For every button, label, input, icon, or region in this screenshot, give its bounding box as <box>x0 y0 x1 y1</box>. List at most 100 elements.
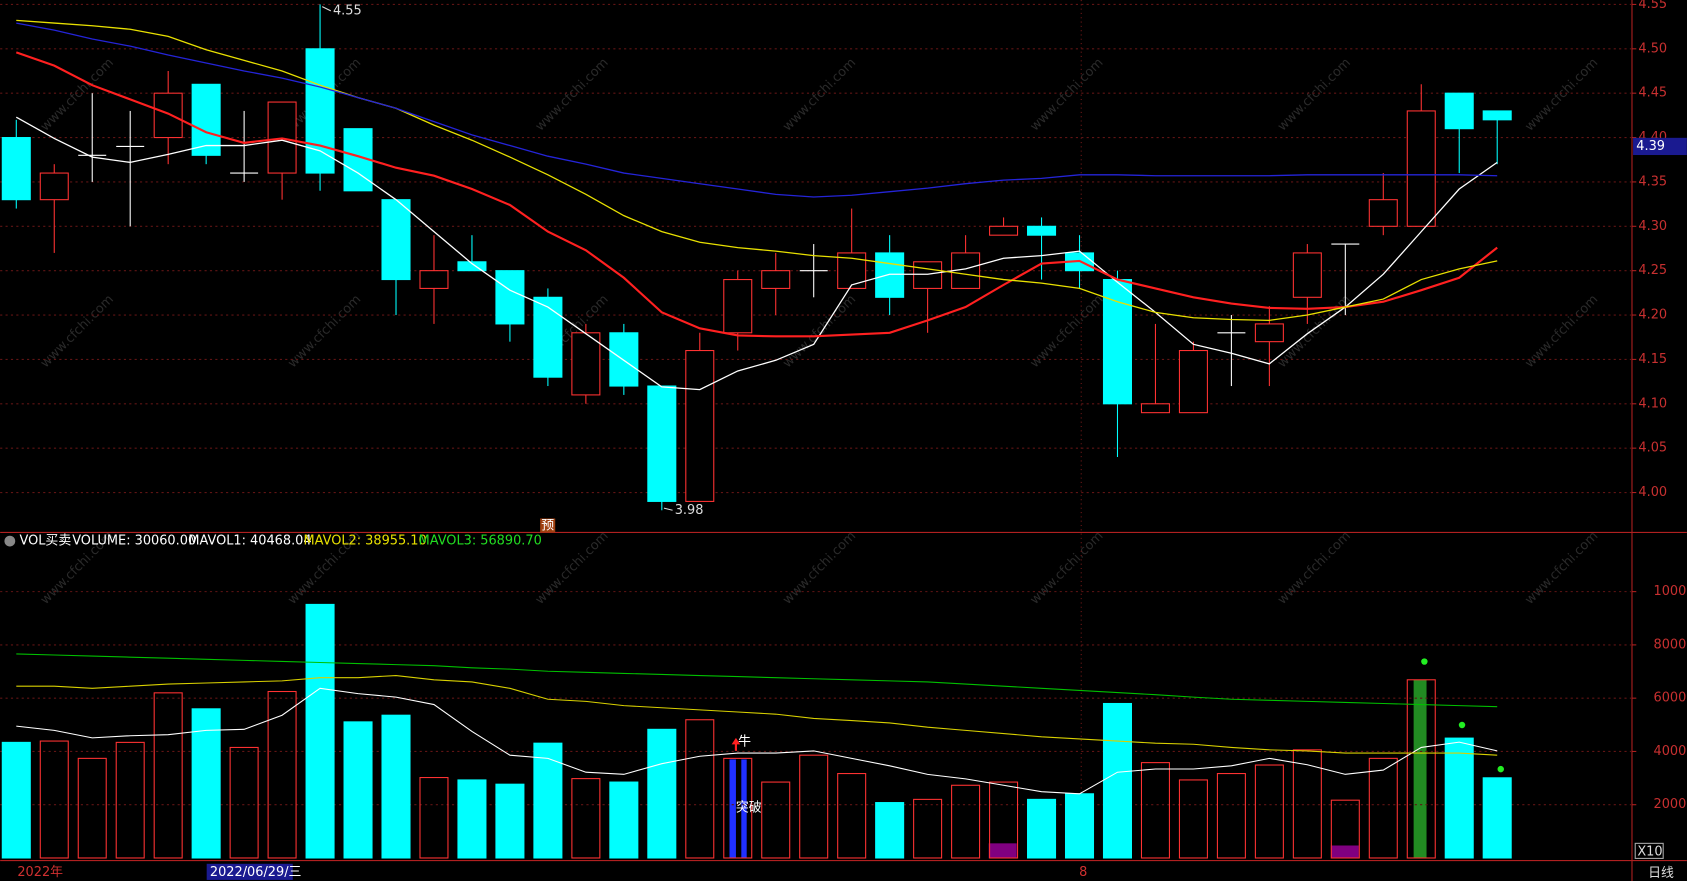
multiplier: X10 <box>1637 844 1662 859</box>
volume-bar <box>1064 793 1095 859</box>
volume-bar <box>723 757 753 859</box>
candle-body <box>533 296 563 378</box>
candle-body <box>457 261 487 272</box>
y-tick-label: 4.50 <box>1638 41 1667 56</box>
y-tick-label: 10000 <box>1654 584 1687 599</box>
candle-body <box>989 225 1019 236</box>
bar-overlay <box>741 759 747 859</box>
bar-overlay <box>1330 845 1359 859</box>
candle-body <box>1102 279 1133 405</box>
volume-bar <box>419 777 449 859</box>
candle-body <box>647 385 677 502</box>
legend-mavol2: MAVOL2: 38955.10 <box>303 534 426 549</box>
candle-body <box>381 199 411 281</box>
last-price: 4.39 <box>1636 139 1665 154</box>
volume-bar <box>989 781 1019 859</box>
bull-tag: 牛 <box>738 735 751 750</box>
volume-bar <box>571 778 601 859</box>
volume-bar <box>1254 764 1284 859</box>
x-label: 2022/06/29/三 <box>210 865 302 880</box>
candle-body <box>951 252 981 289</box>
legend-mavol1: MAVOL1: 40468.04 <box>188 534 311 549</box>
multiplier-box <box>1634 842 1664 859</box>
candle-body <box>191 83 221 156</box>
volume-bar <box>381 714 411 859</box>
y-tick-label: 4.35 <box>1638 174 1667 189</box>
volume-bar <box>1140 762 1170 859</box>
candle-body <box>305 48 335 174</box>
volume-bar <box>39 740 69 859</box>
last-price-box <box>1633 137 1687 156</box>
legend-mavol3: MAVOL3: 56890.70 <box>419 534 542 549</box>
volume-bar <box>647 728 677 859</box>
candle-body <box>419 270 449 289</box>
volume-bar <box>951 784 981 859</box>
bar-overlay <box>729 759 736 859</box>
candle-body <box>761 270 791 289</box>
candle-body <box>723 279 753 334</box>
candle-body <box>1178 350 1208 414</box>
volume-bar <box>1102 702 1133 859</box>
ma-line <box>16 653 1498 708</box>
signal-dot <box>1497 765 1504 773</box>
volume-bar <box>1368 757 1398 859</box>
y-tick-label: 4.10 <box>1638 396 1667 411</box>
forecast-tag: 预 <box>541 519 554 534</box>
volume-bar <box>875 802 905 859</box>
candle-body <box>495 270 525 325</box>
volume-bar <box>153 692 183 859</box>
y-tick-label: 4.15 <box>1638 352 1667 367</box>
y-tick-label: 4.55 <box>1638 0 1667 12</box>
volume-bar <box>1 741 31 859</box>
y-tick-label: 4.00 <box>1638 485 1667 500</box>
volume-bar <box>1027 798 1057 859</box>
volume-bar <box>1444 737 1474 859</box>
candle-body <box>1027 225 1057 236</box>
indicator-name: VOL买卖 <box>20 534 72 549</box>
y-tick-label: 4.05 <box>1638 441 1667 456</box>
candle-body <box>571 332 601 396</box>
volume-bar <box>1482 777 1512 859</box>
low-annotation: 3.98 <box>675 503 704 518</box>
ma-line <box>16 19 1498 322</box>
ma-line <box>16 22 1498 198</box>
candle-body <box>1482 110 1512 121</box>
candle-body <box>1292 252 1322 298</box>
ma-line <box>16 687 1498 795</box>
candle-body <box>609 332 639 387</box>
candle-body <box>1 137 31 201</box>
plot: 4.004.054.104.154.204.254.304.354.404.45… <box>0 0 1687 859</box>
candle-body <box>685 350 715 502</box>
period: 日线 <box>1648 866 1674 881</box>
signal-dot <box>1421 658 1428 665</box>
y-tick-label: 8000 <box>1654 637 1687 652</box>
volume-bar <box>305 603 335 859</box>
volume-bar <box>799 754 829 859</box>
y-tick-label: 2000 <box>1654 797 1687 812</box>
legend-volume: VOLUME: 30060.00 <box>72 534 196 549</box>
volume-bar <box>267 690 297 859</box>
volume-bar <box>77 757 107 859</box>
breakout-tag: 突破 <box>736 799 762 815</box>
x-label: 8 <box>1079 865 1087 880</box>
candle-body <box>1444 92 1474 130</box>
volume-bar <box>495 783 525 859</box>
indicator-icon <box>4 535 16 547</box>
y-tick-label: 4.25 <box>1638 263 1667 278</box>
x-label: 2022年 <box>17 865 63 880</box>
bull-arrow <box>731 737 741 751</box>
volume-bar <box>761 781 791 859</box>
volume-bar <box>1178 779 1208 859</box>
volume-bar <box>609 781 639 859</box>
volume-bar <box>1292 749 1322 859</box>
volume-bar <box>685 719 715 859</box>
y-tick-label: 4000 <box>1654 744 1687 759</box>
ma-line <box>16 674 1498 756</box>
annotation-arrow <box>663 507 673 511</box>
volume-bar <box>533 742 563 859</box>
volume-bar <box>115 741 145 859</box>
volume-bar <box>457 779 487 859</box>
bar-overlay <box>1413 679 1427 859</box>
ma-line <box>15 116 1498 391</box>
